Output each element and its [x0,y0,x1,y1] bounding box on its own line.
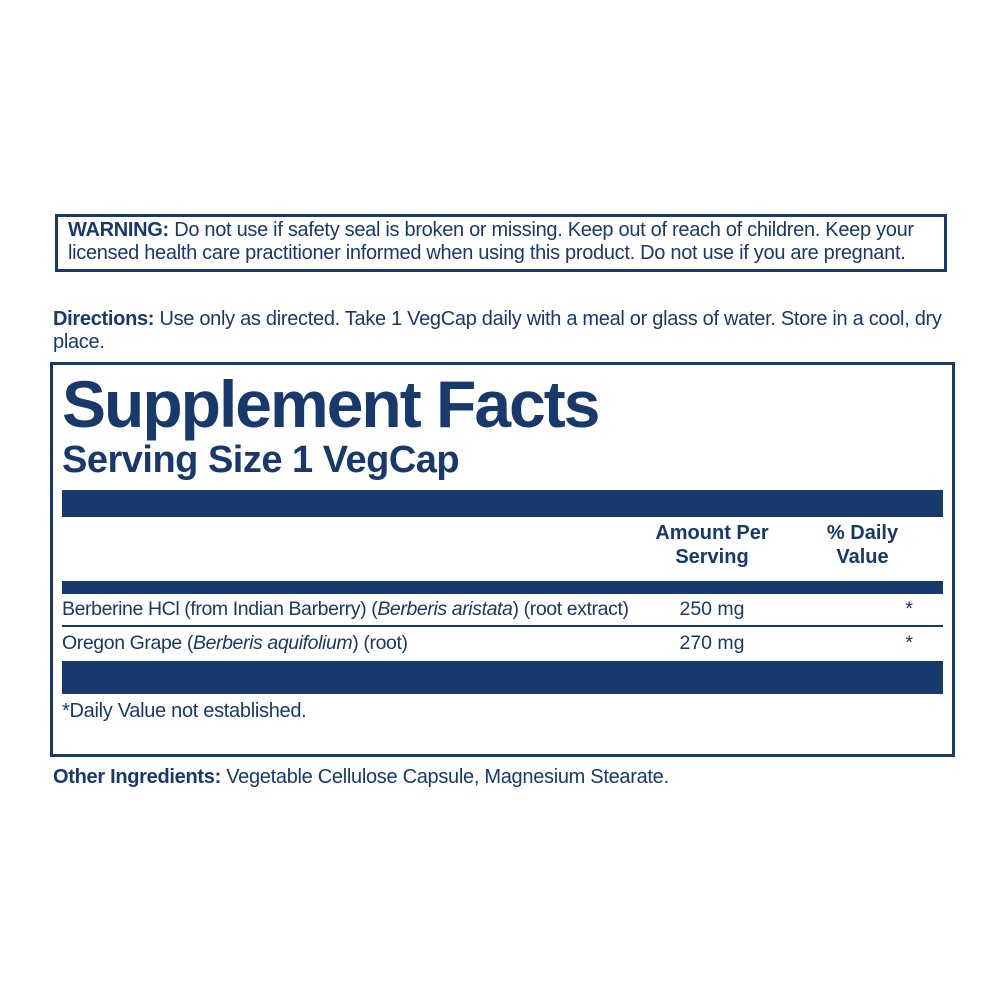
daily-value: * [905,598,913,620]
amount-value: 270 mg [679,632,745,654]
divider-bar-top [62,490,943,517]
daily-value: * [905,632,913,654]
directions: Directions: Use only as directed. Take 1… [53,308,953,354]
amount-header-line2: Serving [675,546,749,568]
amount-header-line1: Amount Per [655,522,769,544]
other-ingredients: Other Ingredients: Vegetable Cellulose C… [53,766,953,789]
ingredient-name: Berberine HCl (from Indian Barberry) (Be… [62,598,642,621]
ingredient-name-suffix: ) (root) [352,632,408,654]
ingredient-name: Oregon Grape (Berberis aquifolium) (root… [62,632,642,655]
directions-text: Use only as directed. Take 1 VegCap dail… [53,308,942,353]
daily-value-header-line1: % Daily [826,522,899,544]
ingredient-latin-name: Berberis aristata [377,598,513,620]
warning-box: WARNING: Do not use if safety seal is br… [55,214,947,272]
ingredient-name-text: Oregon Grape ( [62,632,193,654]
supplement-facts-panel: Supplement Facts Serving Size 1 VegCap A… [50,362,955,757]
warning-text: Do not use if safety seal is broken or m… [68,219,914,264]
other-ingredients-text: Vegetable Cellulose Capsule, Magnesium S… [226,766,669,788]
divider-bar-header [62,581,943,594]
daily-value-header: % Daily Value [782,521,943,569]
table-row: Oregon Grape (Berberis aquifolium) (root… [62,627,943,657]
ingredient-name-suffix: ) (root extract) [512,598,629,620]
ingredient-header-spacer [62,521,642,569]
amount-value: 250 mg [679,598,745,620]
other-ingredients-label: Other Ingredients: [53,766,221,788]
ingredient-latin-name: Berberis aquifolium [192,632,353,654]
daily-value-footnote: *Daily Value not established. [62,700,307,722]
supplement-facts-title: Supplement Facts [62,367,600,441]
warning-label: WARNING: [68,219,169,241]
serving-size: Serving Size 1 VegCap [62,439,460,481]
table-header-row: Amount Per Serving % Daily Value [62,521,943,569]
directions-label: Directions: [53,308,155,330]
divider-bar-bottom [62,661,943,694]
table-row: Berberine HCl (from Indian Barberry) (Be… [62,594,943,627]
daily-value-header-line2: Value [836,546,889,568]
ingredient-name-text: Berberine HCl (from Indian Barberry) ( [62,598,378,620]
amount-per-serving-header: Amount Per Serving [642,521,782,569]
